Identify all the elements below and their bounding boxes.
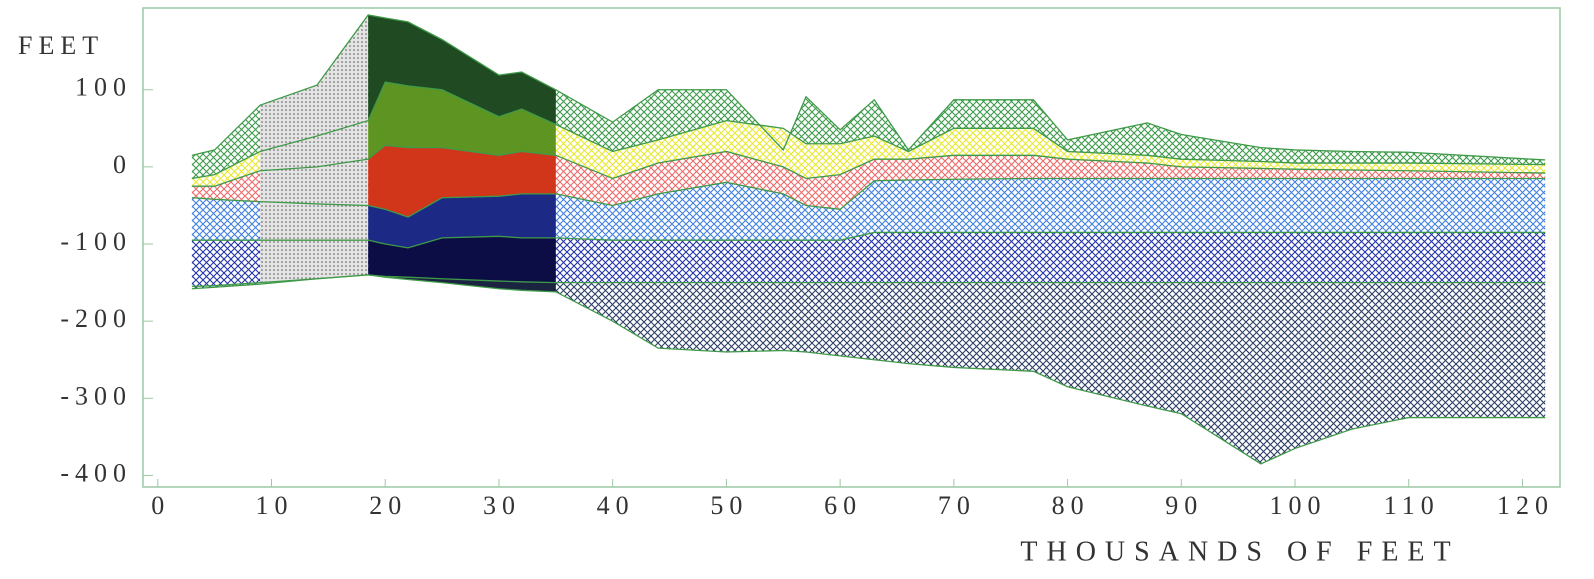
y-tick-label: -200 (60, 304, 132, 333)
y-axis-label: FEET (18, 31, 104, 60)
x-tick-label: 10 (256, 491, 294, 520)
y-tick-label: -100 (60, 227, 132, 256)
y-tick-label: 0 (113, 150, 132, 179)
y-tick-label: -300 (60, 381, 132, 410)
x-tick-label: 120 (1497, 491, 1554, 520)
layer-area (192, 275, 1545, 464)
x-axis-label: THOUSANDS OF FEET (1020, 536, 1459, 567)
x-tick-label: 40 (597, 491, 635, 520)
x-tick-label: 0 (151, 491, 170, 520)
x-tick-label: 110 (1384, 491, 1440, 520)
y-tick-label: 100 (75, 73, 132, 102)
x-tick-label: 20 (369, 491, 407, 520)
x-tick-label: 100 (1270, 491, 1327, 520)
chart: FEET THOUSANDS OF FEET -400 -300 -200 -100 0… (0, 0, 1594, 579)
x-tick-label: 70 (938, 491, 976, 520)
y-tick-label: -400 (60, 458, 132, 487)
x-tick-label: 90 (1165, 491, 1203, 520)
x-tick-label: 30 (483, 491, 521, 520)
x-tick-label: 80 (1052, 491, 1090, 520)
x-tick-label: 50 (710, 491, 748, 520)
x-tick-label: 60 (824, 491, 862, 520)
